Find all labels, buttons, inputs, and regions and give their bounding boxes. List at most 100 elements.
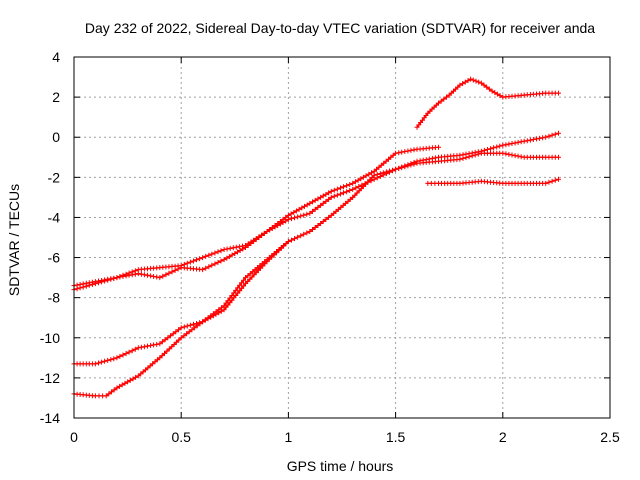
- data-point-marker: [102, 358, 108, 364]
- data-point-marker: [432, 155, 438, 161]
- data-point-marker: [438, 98, 444, 104]
- data-point-marker: [225, 298, 231, 304]
- data-point-marker: [350, 186, 356, 192]
- x-tick-label: 0.5: [171, 429, 191, 445]
- data-point-marker: [312, 225, 318, 230]
- data-point-marker: [157, 275, 163, 281]
- data-point-marker: [344, 189, 350, 195]
- data-point-marker: [99, 278, 105, 283]
- data-point-marker: [352, 179, 358, 185]
- data-point-marker: [393, 150, 399, 156]
- data-point-marker: [127, 377, 133, 383]
- data-point-marker: [141, 344, 147, 350]
- data-point-marker: [489, 88, 495, 94]
- data-point-marker: [512, 140, 518, 146]
- data-point-marker: [248, 241, 254, 246]
- y-tick-label: -10: [40, 330, 60, 346]
- data-point-marker: [189, 327, 195, 333]
- data-point-marker: [264, 229, 270, 234]
- data-point-marker: [292, 215, 297, 221]
- data-point-marker: [184, 260, 190, 266]
- data-point-marker: [168, 333, 173, 339]
- data-point-marker: [181, 333, 187, 339]
- data-point-marker: [111, 356, 117, 362]
- y-tick-label: -12: [40, 370, 60, 386]
- data-point-marker: [245, 243, 251, 248]
- data-point-marker: [119, 382, 125, 388]
- data-point-marker: [315, 196, 321, 202]
- data-point-marker: [326, 214, 332, 220]
- x-tick-label: 2: [499, 429, 507, 445]
- x-tick-label: 1.5: [386, 429, 406, 445]
- data-point-marker: [176, 327, 181, 333]
- data-point-marker: [186, 329, 192, 335]
- data-point-marker: [478, 80, 484, 86]
- data-point-marker: [89, 279, 95, 285]
- data-point-marker: [218, 305, 224, 311]
- data-point-marker: [132, 346, 138, 352]
- data-point-marker: [497, 93, 503, 99]
- data-point-marker: [469, 150, 475, 156]
- data-point-marker: [304, 202, 310, 208]
- data-point-marker: [537, 135, 543, 141]
- data-point-marker: [515, 153, 521, 159]
- data-point-marker: [165, 335, 171, 341]
- data-point-marker: [411, 159, 417, 165]
- data-point-marker: [491, 145, 497, 151]
- data-point-marker: [369, 170, 374, 176]
- data-point-marker: [159, 339, 165, 345]
- data-point-marker: [92, 279, 98, 285]
- data-point-marker: [200, 319, 206, 325]
- data-point-marker: [215, 259, 221, 265]
- y-tick-label: -4: [48, 209, 61, 225]
- data-point-marker: [318, 202, 324, 208]
- data-point-marker: [277, 221, 283, 227]
- data-point-marker: [497, 143, 503, 149]
- data-point-marker: [202, 317, 208, 323]
- data-point-marker: [549, 178, 555, 184]
- data-point-marker: [485, 147, 490, 152]
- data-point-marker: [120, 274, 126, 279]
- data-point-marker: [318, 194, 324, 200]
- series-2: [71, 150, 561, 289]
- data-point-marker: [457, 152, 463, 158]
- data-point-marker: [117, 383, 123, 389]
- data-point-marker: [164, 348, 170, 354]
- data-point-marker: [326, 190, 332, 196]
- data-point-marker: [203, 265, 209, 271]
- data-point-marker: [181, 324, 187, 330]
- data-point-marker: [556, 90, 561, 96]
- data-point-marker: [126, 349, 132, 355]
- data-point-marker: [509, 152, 515, 158]
- y-tick-label: -6: [48, 250, 61, 266]
- data-point-marker: [436, 144, 441, 150]
- data-point-marker: [503, 151, 509, 157]
- data-point-marker: [169, 269, 175, 275]
- data-point-marker: [212, 250, 218, 256]
- data-point-marker: [549, 132, 555, 138]
- data-point-marker: [399, 149, 405, 155]
- data-point-marker: [200, 255, 206, 261]
- data-point-marker: [210, 311, 216, 317]
- data-point-marker: [80, 281, 86, 287]
- data-point-marker: [230, 245, 236, 251]
- data-point-marker: [125, 379, 131, 385]
- x-tick-label: 2.5: [600, 429, 620, 445]
- data-point-marker: [212, 261, 218, 267]
- data-point-marker: [102, 277, 108, 283]
- data-point-marker: [527, 137, 533, 143]
- series-3: [71, 130, 561, 367]
- data-point-marker: [285, 239, 291, 244]
- data-point-marker: [157, 355, 163, 361]
- data-point-marker: [154, 274, 160, 280]
- data-point-marker: [280, 220, 286, 225]
- data-point-marker: [162, 337, 168, 343]
- data-point-marker: [307, 229, 313, 234]
- data-point-marker: [320, 193, 326, 199]
- data-point-marker: [355, 177, 361, 183]
- data-point-marker: [414, 158, 420, 164]
- data-point-marker: [172, 267, 178, 273]
- data-point-marker: [157, 341, 163, 347]
- data-point-marker: [148, 343, 154, 348]
- data-point-marker: [253, 237, 259, 242]
